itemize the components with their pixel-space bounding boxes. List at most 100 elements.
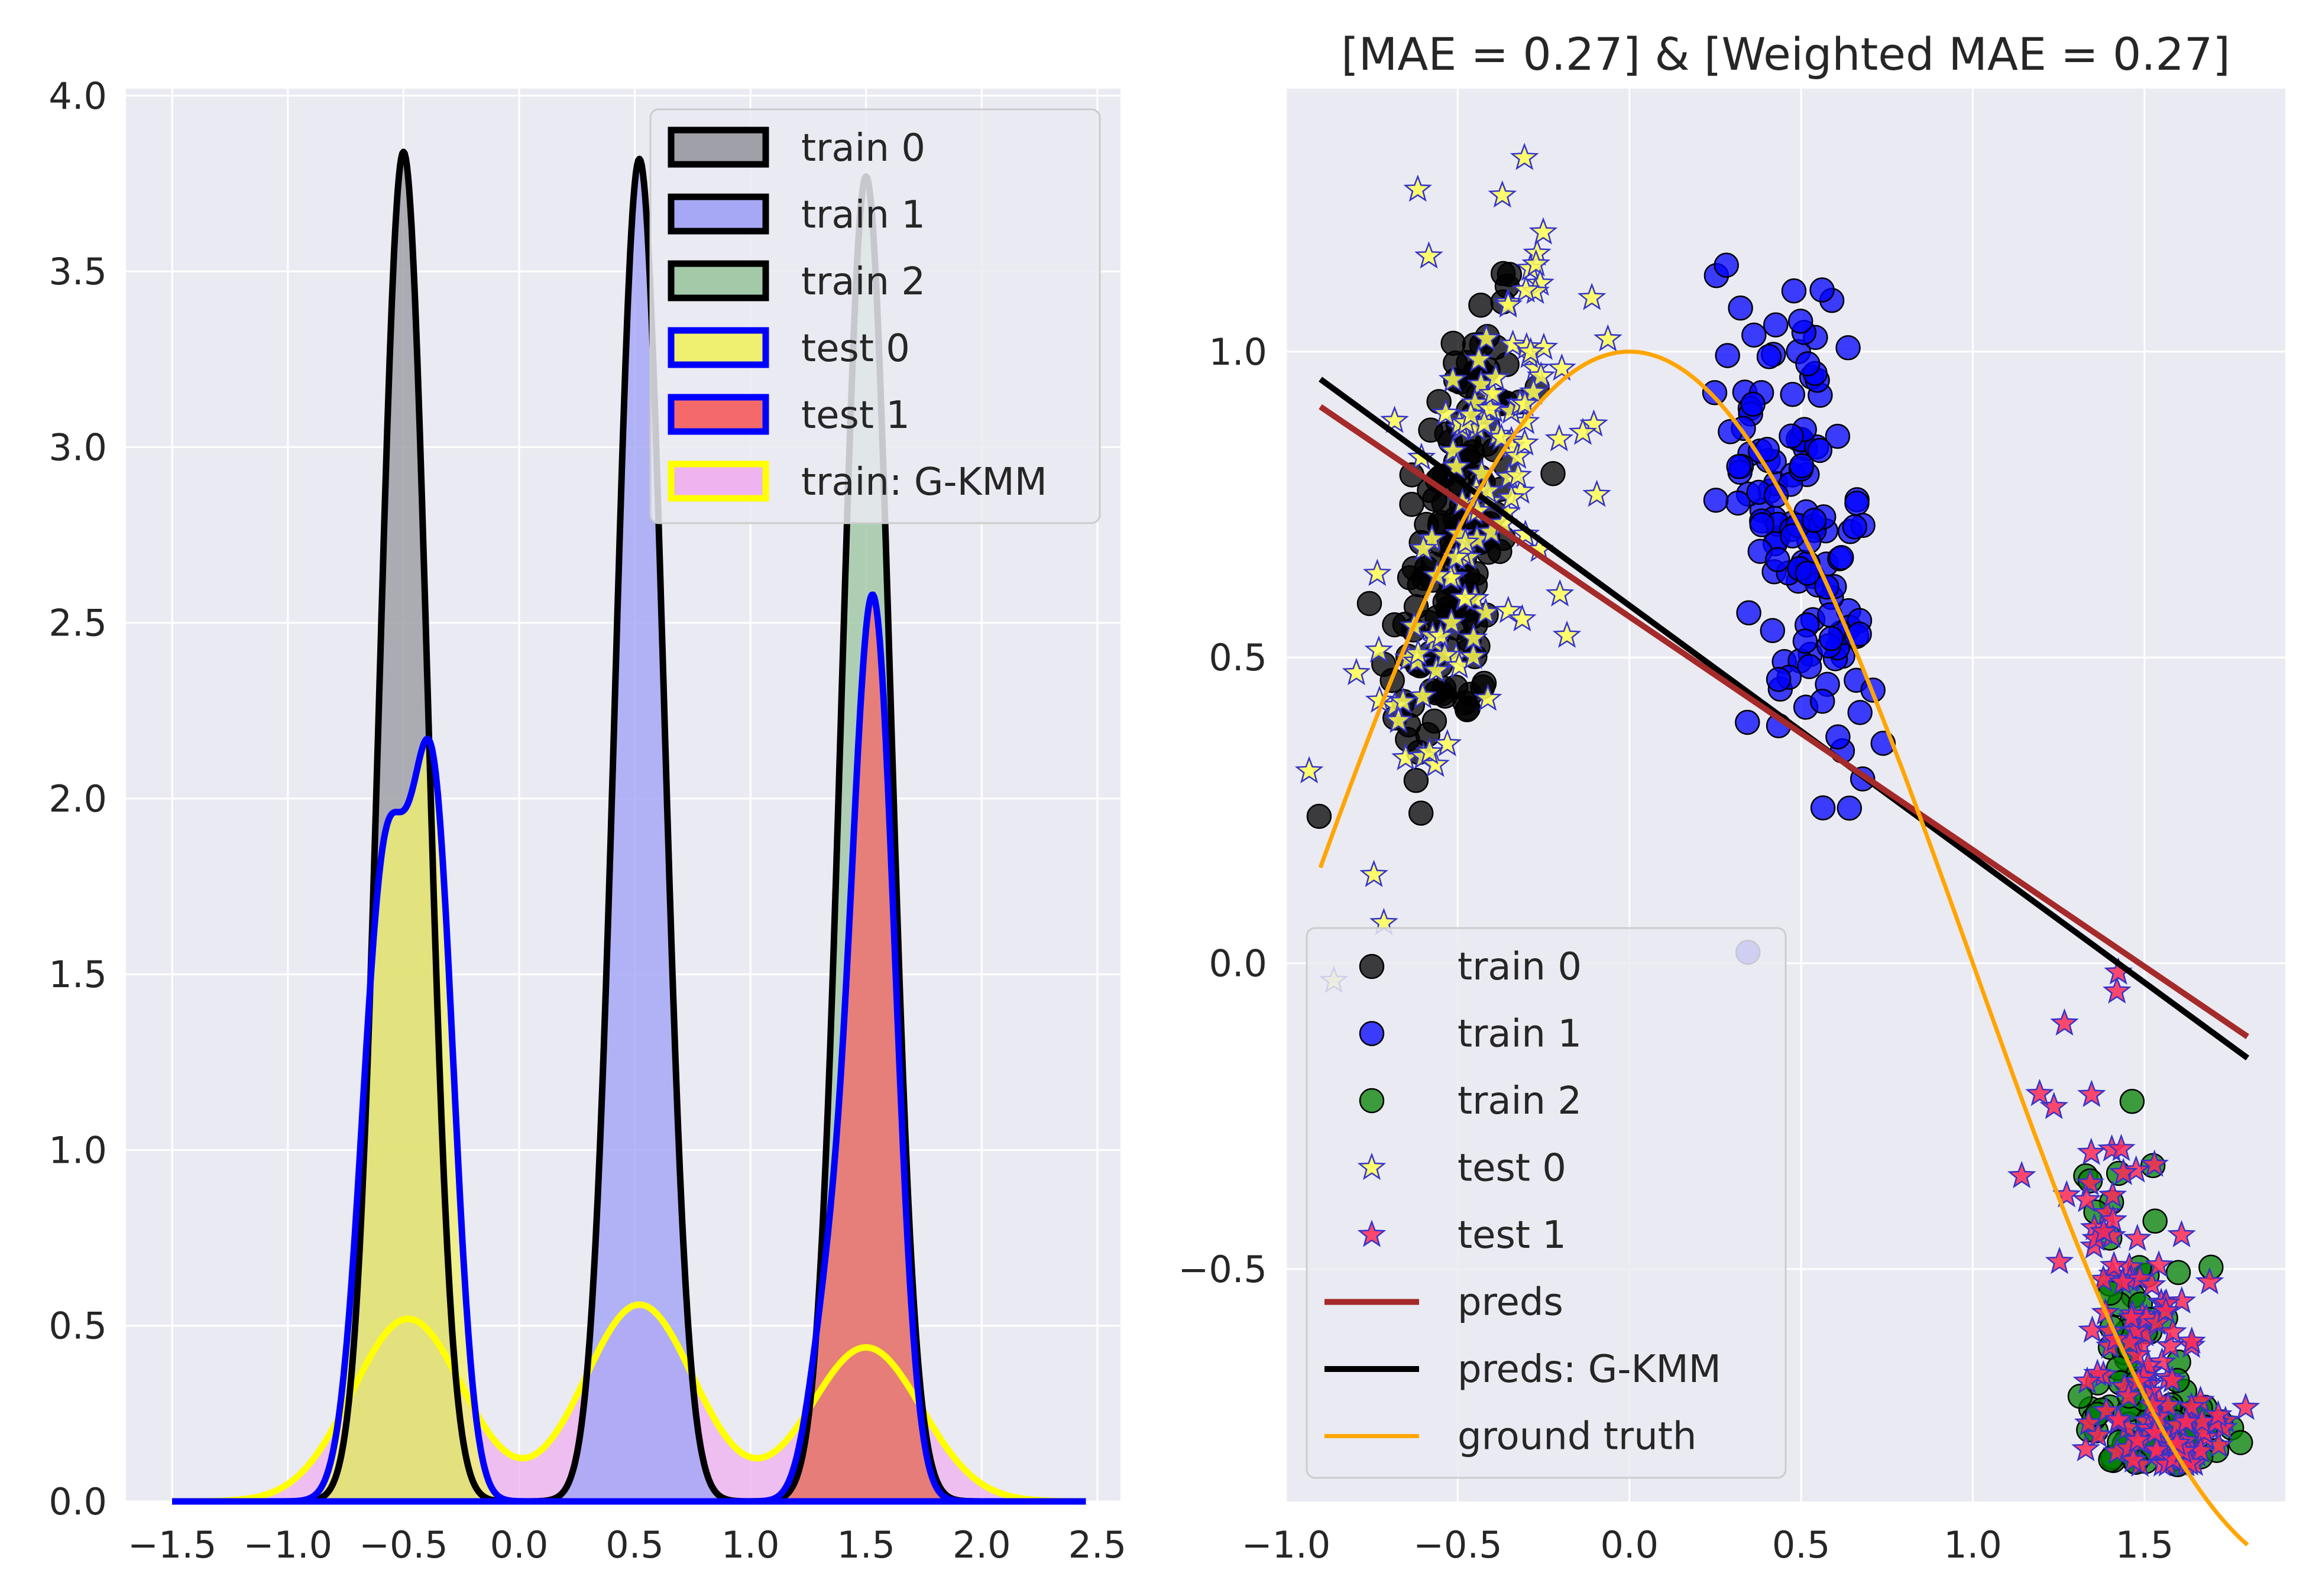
scatter-point-test-1 bbox=[2099, 1250, 2129, 1279]
scatter-point-test-0 bbox=[1544, 424, 1574, 452]
scatter-point-test-0 bbox=[1384, 705, 1413, 733]
left-ytick-label: 3.0 bbox=[48, 426, 107, 469]
left-ytick-label: 2.0 bbox=[48, 777, 107, 820]
scatter-point-test-0 bbox=[1510, 142, 1539, 170]
right-xtick-label: 1.5 bbox=[2116, 1523, 2174, 1566]
scatter-point-test-0 bbox=[1342, 657, 1371, 686]
scatter-point-test-0 bbox=[1442, 452, 1471, 479]
scatter-point-train-1 bbox=[1760, 618, 1786, 643]
scatter-point-test-1 bbox=[2167, 1286, 2197, 1314]
scatter-point-test-0 bbox=[1475, 394, 1504, 421]
scatter-point-test-0 bbox=[1473, 683, 1502, 711]
scatter-point-train-1 bbox=[1796, 654, 1822, 679]
scatter-point-test-0 bbox=[1497, 483, 1526, 511]
left-xtick-label: −1.0 bbox=[244, 1523, 333, 1566]
left-legend-label: test 0 bbox=[801, 327, 910, 371]
left-xtick-label: 0.5 bbox=[605, 1523, 664, 1566]
scatter-point-train-0 bbox=[1408, 800, 1434, 826]
scatter-point-test-0 bbox=[1516, 337, 1545, 365]
scatter-point-test-1 bbox=[2123, 1224, 2152, 1251]
scatter-point-test-1 bbox=[2007, 1160, 2036, 1189]
scatter-point-test-0 bbox=[1456, 400, 1485, 428]
scatter-point-train-2 bbox=[2067, 1383, 2093, 1409]
scatter-point-test-0 bbox=[1403, 174, 1433, 202]
scatter-point-test-0 bbox=[1521, 249, 1551, 277]
left-legend-swatch bbox=[668, 126, 769, 168]
left-xtick-label: −0.5 bbox=[359, 1523, 448, 1566]
left-xtick-label: 0.0 bbox=[490, 1523, 549, 1566]
scatter-point-train-1 bbox=[1741, 322, 1767, 348]
scatter-point-train-0 bbox=[1356, 591, 1382, 617]
scatter-point-test-0 bbox=[1404, 638, 1433, 666]
scatter-point-test-0 bbox=[1519, 377, 1548, 405]
left-legend-swatch bbox=[668, 327, 769, 368]
scatter-point-test-0 bbox=[1437, 608, 1466, 635]
scatter-point-train-0 bbox=[1468, 292, 1494, 318]
right-legend-label: test 1 bbox=[1458, 1214, 1566, 1257]
scatter-point-test-0 bbox=[1547, 353, 1576, 381]
scatter-point-train-1 bbox=[1825, 423, 1851, 449]
scatter-point-test-1 bbox=[2151, 1296, 2181, 1323]
scatter-point-test-0 bbox=[1593, 324, 1622, 352]
scatter-point-test-1 bbox=[2114, 1381, 2143, 1409]
scatter-point-test-0 bbox=[1408, 534, 1438, 562]
left-ytick-label: 2.5 bbox=[48, 602, 107, 645]
scatter-point-test-1 bbox=[2231, 1392, 2260, 1420]
scatter-point-train-1 bbox=[1766, 667, 1792, 692]
scatter-point-test-0 bbox=[1508, 604, 1537, 632]
scatter-point-test-0 bbox=[1481, 363, 1510, 391]
left-ytick-label: 0.5 bbox=[48, 1305, 107, 1348]
left-ytick-label: 3.5 bbox=[48, 250, 107, 293]
scatter-point-test-0 bbox=[1450, 583, 1480, 611]
left-legend: train 0 train 1 train 2 test 0 test 1 train: … bbox=[649, 108, 1101, 524]
right-legend-label: train 1 bbox=[1458, 1013, 1582, 1056]
left-xtick-label: −1.5 bbox=[128, 1523, 217, 1566]
scatter-point-test-1 bbox=[2107, 1133, 2136, 1162]
scatter-point-test-0 bbox=[1552, 620, 1582, 648]
scatter-point-test-0 bbox=[1511, 275, 1541, 303]
scatter-point-test-1 bbox=[2072, 1185, 2101, 1212]
scatter-point-test-0 bbox=[1364, 635, 1394, 663]
left-legend-swatch bbox=[668, 260, 769, 301]
scatter-point-train-1 bbox=[1837, 795, 1863, 821]
scatter-point-test-0 bbox=[1478, 378, 1507, 407]
left-y-axis: 0.0 0.5 1.0 1.5 2.0 2.5 3.0 3.5 4.0 bbox=[48, 74, 107, 1523]
scatter-point-test-0 bbox=[1528, 217, 1558, 245]
scatter-point-train-1 bbox=[1763, 312, 1789, 338]
scatter-point-train-2 bbox=[2227, 1430, 2253, 1455]
right-xtick-label: −1.0 bbox=[1242, 1523, 1331, 1566]
scatter-point-test-1 bbox=[2177, 1326, 2207, 1354]
left-xtick-label: 2.5 bbox=[1068, 1523, 1127, 1566]
scatter-point-test-1 bbox=[2077, 1137, 2106, 1165]
scatter-point-test-0 bbox=[1433, 729, 1462, 757]
scatter-point-test-0 bbox=[1431, 398, 1460, 426]
scatter-point-test-0 bbox=[1503, 460, 1533, 488]
scatter-point-train-0 bbox=[1403, 768, 1429, 793]
scatter-point-test-1 bbox=[2177, 1391, 2206, 1419]
right-legend-box bbox=[1306, 927, 1787, 1479]
scatter-point-test-0 bbox=[1582, 479, 1611, 507]
left-legend-label: train 1 bbox=[801, 193, 925, 237]
scatter-point-test-1 bbox=[2077, 1079, 2106, 1107]
scatter-point-train-1 bbox=[1715, 343, 1740, 368]
left-legend-label: train 0 bbox=[801, 126, 925, 170]
scatter-point-test-1 bbox=[2123, 1425, 2152, 1453]
scatter-point-train-0 bbox=[1399, 491, 1424, 517]
scatter-point-train-1 bbox=[1702, 380, 1728, 406]
scatter-point-test-0 bbox=[1577, 283, 1607, 310]
scatter-point-train-1 bbox=[1714, 252, 1739, 278]
scatter-point-train-1 bbox=[1740, 391, 1766, 417]
right-ytick-label: 0.0 bbox=[1209, 942, 1267, 985]
scatter-point-test-1 bbox=[2089, 1217, 2119, 1244]
scatter-point-train-1 bbox=[1765, 547, 1790, 573]
scatter-point-train-1 bbox=[1780, 382, 1805, 407]
scatter-point-test-0 bbox=[1426, 621, 1455, 649]
right-xtick-label: 1.0 bbox=[1944, 1523, 2002, 1566]
scatter-point-test-1 bbox=[2084, 1420, 2113, 1448]
scatter-point-test-1 bbox=[2104, 1404, 2133, 1432]
scatter-point-train-1 bbox=[1825, 724, 1851, 750]
scatter-point-test-1 bbox=[2158, 1365, 2187, 1393]
scatter-point-test-1 bbox=[2144, 1250, 2174, 1278]
scatter-point-train-1 bbox=[1809, 689, 1835, 714]
scatter-point-test-0 bbox=[1568, 417, 1598, 445]
